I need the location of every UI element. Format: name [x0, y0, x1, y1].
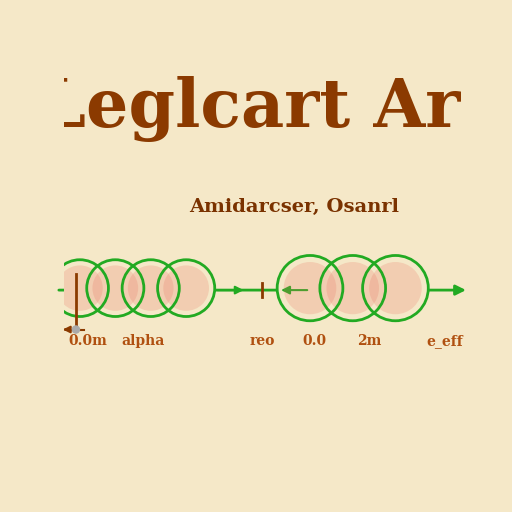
Ellipse shape	[369, 262, 422, 314]
Ellipse shape	[122, 260, 179, 316]
Ellipse shape	[128, 265, 174, 311]
Text: 0.0m: 0.0m	[69, 334, 107, 348]
Text: 0.0: 0.0	[302, 334, 326, 348]
Ellipse shape	[163, 265, 209, 311]
Ellipse shape	[158, 260, 215, 316]
Ellipse shape	[362, 255, 429, 321]
Ellipse shape	[51, 260, 109, 316]
Text: 2m: 2m	[357, 334, 382, 348]
Text: reo: reo	[250, 334, 275, 348]
Ellipse shape	[277, 255, 343, 321]
Circle shape	[72, 326, 79, 333]
Text: alpha: alpha	[122, 334, 165, 348]
Ellipse shape	[57, 265, 103, 311]
Ellipse shape	[93, 265, 138, 311]
Text: Integrated Leglcart Arccoe tar Crry: Integrated Leglcart Arccoe tar Crry	[0, 76, 512, 142]
Ellipse shape	[327, 262, 379, 314]
Ellipse shape	[320, 255, 386, 321]
Text: e_eff: e_eff	[426, 334, 463, 348]
Ellipse shape	[284, 262, 336, 314]
Text: Amidarcser, Osanrl: Amidarcser, Osanrl	[189, 198, 399, 216]
Ellipse shape	[87, 260, 144, 316]
